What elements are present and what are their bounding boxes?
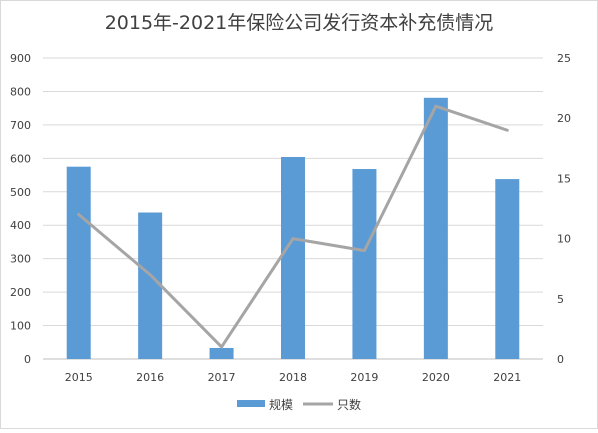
x-tick-label: 2019 xyxy=(350,371,378,384)
y-left-tick-label: 800 xyxy=(10,85,31,98)
x-tick-label: 2017 xyxy=(208,371,236,384)
bar-series-scale xyxy=(67,98,520,359)
y-axis-right: 0 5 10 15 20 25 xyxy=(557,52,571,366)
x-tick-label: 2018 xyxy=(279,371,307,384)
legend: 规模 只数 xyxy=(237,397,361,412)
y-left-tick-label: 900 xyxy=(10,52,31,65)
x-tick-label: 2020 xyxy=(422,371,450,384)
y-axis-left: 0 100 200 300 400 500 600 700 800 900 xyxy=(10,52,31,366)
x-tick-label: 2016 xyxy=(136,371,164,384)
bar xyxy=(495,179,519,359)
bar xyxy=(210,348,234,359)
y-right-tick-label: 25 xyxy=(557,52,571,65)
y-left-tick-label: 700 xyxy=(10,119,31,132)
bar xyxy=(281,157,305,359)
y-right-tick-label: 5 xyxy=(557,293,564,306)
bar xyxy=(138,213,162,359)
y-left-tick-label: 100 xyxy=(10,320,31,333)
y-right-tick-label: 15 xyxy=(557,172,571,185)
bar xyxy=(424,98,448,359)
y-right-tick-label: 10 xyxy=(557,233,571,246)
y-left-tick-label: 400 xyxy=(10,219,31,232)
chart-title: 2015年-2021年保险公司发行资本补充债情况 xyxy=(105,12,494,34)
legend-label: 规模 xyxy=(269,397,293,412)
y-left-tick-label: 200 xyxy=(10,286,31,299)
x-axis: 2015 2016 2017 2018 2019 2020 2021 xyxy=(65,371,522,384)
bar xyxy=(67,167,91,359)
y-left-tick-label: 300 xyxy=(10,253,31,266)
y-left-tick-label: 0 xyxy=(24,353,31,366)
y-left-tick-label: 600 xyxy=(10,152,31,165)
legend-swatch-bar xyxy=(237,400,265,407)
y-right-tick-label: 0 xyxy=(557,353,564,366)
bar xyxy=(352,169,376,359)
x-tick-label: 2015 xyxy=(65,371,93,384)
legend-label: 只数 xyxy=(337,397,361,412)
y-right-tick-label: 20 xyxy=(557,112,571,125)
x-tick-label: 2021 xyxy=(493,371,521,384)
y-left-tick-label: 500 xyxy=(10,186,31,199)
